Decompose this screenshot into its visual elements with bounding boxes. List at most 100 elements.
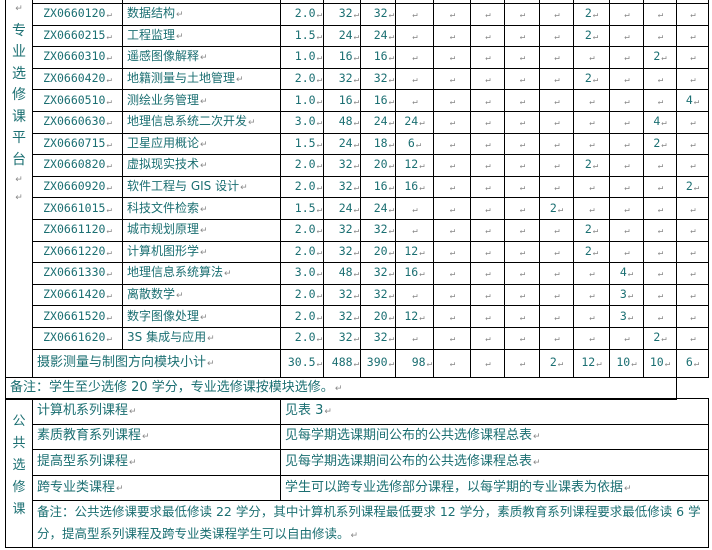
total-hours: 16	[323, 46, 361, 69]
subtotal-semester: 6	[676, 348, 709, 378]
semester-hours	[504, 283, 540, 307]
credit: 2.0	[280, 240, 324, 264]
lecture-hours: 16	[360, 46, 396, 69]
lecture-hours: 20	[360, 154, 396, 177]
table-row: ZX0661120城市规划原理2.032322	[6, 218, 709, 242]
note-row: 备注：学生至少选修 20 学分，专业选修课按模块选修。	[5, 376, 709, 400]
table-row: ZX0660215工程监理1.524242	[6, 24, 709, 48]
credit: 1.5	[280, 197, 324, 220]
public-elective-table: 公共选修课 计算机系列课程见表 3 素质教育系列课程见每学期选课期间公布的公共选…	[5, 397, 709, 549]
semester-hours	[573, 305, 610, 328]
semester-hours	[643, 305, 677, 328]
semester-hours	[504, 175, 540, 199]
semester-hours	[433, 46, 471, 69]
subtotal-row: 摄影测量与制图方向模块小计30.54883909821210106	[6, 348, 709, 378]
course-code: ZX0660630	[32, 110, 123, 134]
lecture-hours: 32	[360, 218, 396, 242]
total-hours: 32	[323, 283, 361, 307]
course-name: 数据结构	[122, 3, 281, 26]
semester-hours	[470, 132, 505, 156]
course-code: ZX0661120	[32, 218, 123, 242]
lecture-hours: 16	[360, 175, 396, 199]
semester-hours	[643, 218, 677, 242]
course-name: 数字图像处理	[122, 305, 281, 328]
semester-hours	[470, 24, 505, 48]
category-description: 见每学期选课期间公布的公共选修课程总表	[280, 449, 709, 476]
semester-hours	[643, 154, 677, 177]
semester-hours	[539, 262, 574, 285]
semester-hours	[433, 240, 471, 264]
semester-hours	[470, 46, 505, 69]
table-row: 跨专业类课程学生可以跨专业选修部分课程，以每学期的专业课表为依据	[6, 474, 709, 502]
course-name: 科技文件检索	[122, 197, 281, 220]
semester-hours	[539, 175, 574, 199]
semester-hours: 4	[676, 89, 709, 112]
table-row: ZX0660420地籍测量与土地管理2.032322	[6, 67, 709, 91]
course-code: ZX0660820	[32, 154, 123, 177]
lab-hours: 24	[395, 110, 434, 134]
credit: 2.0	[280, 175, 324, 199]
semester-hours: 2	[573, 24, 610, 48]
lecture-hours: 24	[360, 110, 396, 134]
semester-hours: 4	[609, 262, 644, 285]
semester-hours	[433, 305, 471, 328]
lab-hours	[395, 24, 434, 48]
credit: 3.0	[280, 262, 324, 285]
semester-hours	[609, 89, 644, 112]
lecture-hours: 18	[360, 132, 396, 156]
semester-hours	[539, 110, 574, 134]
semester-hours	[676, 67, 709, 91]
course-name: 地籍测量与土地管理	[122, 67, 281, 91]
semester-hours	[433, 110, 471, 134]
semester-hours	[573, 110, 610, 134]
semester-hours	[539, 218, 574, 242]
semester-hours	[433, 218, 471, 242]
semester-hours	[609, 154, 644, 177]
semester-hours	[470, 67, 505, 91]
credit: 1.0	[280, 46, 324, 69]
note-row: 备注：公共选修课要求最低修读 22 学分，其中计算机系列课程最低要求 12 学分…	[6, 500, 709, 549]
table-row: ZX0661220计算机图形学2.0322012 2	[6, 240, 709, 264]
credit: 3.0	[280, 110, 324, 134]
subtotal-semester: 12	[573, 348, 610, 378]
total-hours: 24	[323, 132, 361, 156]
semester-hours	[539, 326, 574, 350]
semester-hours	[609, 175, 644, 199]
semester-hours	[643, 197, 677, 220]
semester-hours	[433, 197, 471, 220]
semester-hours	[539, 67, 574, 91]
semester-hours	[504, 326, 540, 350]
major-elective-note: 备注：学生至少选修 20 学分，专业选修课按模块选修。	[5, 376, 677, 400]
semester-hours	[470, 305, 505, 328]
semester-hours	[609, 3, 644, 26]
semester-hours	[573, 89, 610, 112]
semester-hours	[470, 154, 505, 177]
semester-hours	[676, 305, 709, 328]
lab-hours	[395, 283, 434, 307]
total-hours: 24	[323, 197, 361, 220]
credit: 1.5	[280, 24, 324, 48]
subtotal-semester	[504, 348, 540, 378]
lab-hours: 6	[395, 132, 434, 156]
credit: 1.5	[280, 132, 324, 156]
subtotal-lab: 98	[395, 348, 434, 378]
subtotal-lecture: 390	[360, 348, 396, 378]
category-description: 见每学期选课期间公布的公共选修课程总表	[280, 423, 709, 451]
credit: 2.0	[280, 154, 324, 177]
total-hours: 32	[323, 218, 361, 242]
semester-hours	[539, 154, 574, 177]
course-code: ZX0661220	[32, 240, 123, 264]
credit: 2.0	[280, 326, 324, 350]
semester-hours	[676, 154, 709, 177]
semester-hours	[433, 326, 471, 350]
total-hours: 32	[323, 3, 361, 26]
course-name: 工程监理	[122, 24, 281, 48]
semester-hours	[504, 24, 540, 48]
semester-hours	[539, 46, 574, 69]
semester-hours	[643, 175, 677, 199]
semester-hours	[470, 110, 505, 134]
semester-hours	[609, 67, 644, 91]
lab-hours	[395, 46, 434, 69]
semester-hours	[433, 67, 471, 91]
course-code: ZX0661420	[32, 283, 123, 307]
